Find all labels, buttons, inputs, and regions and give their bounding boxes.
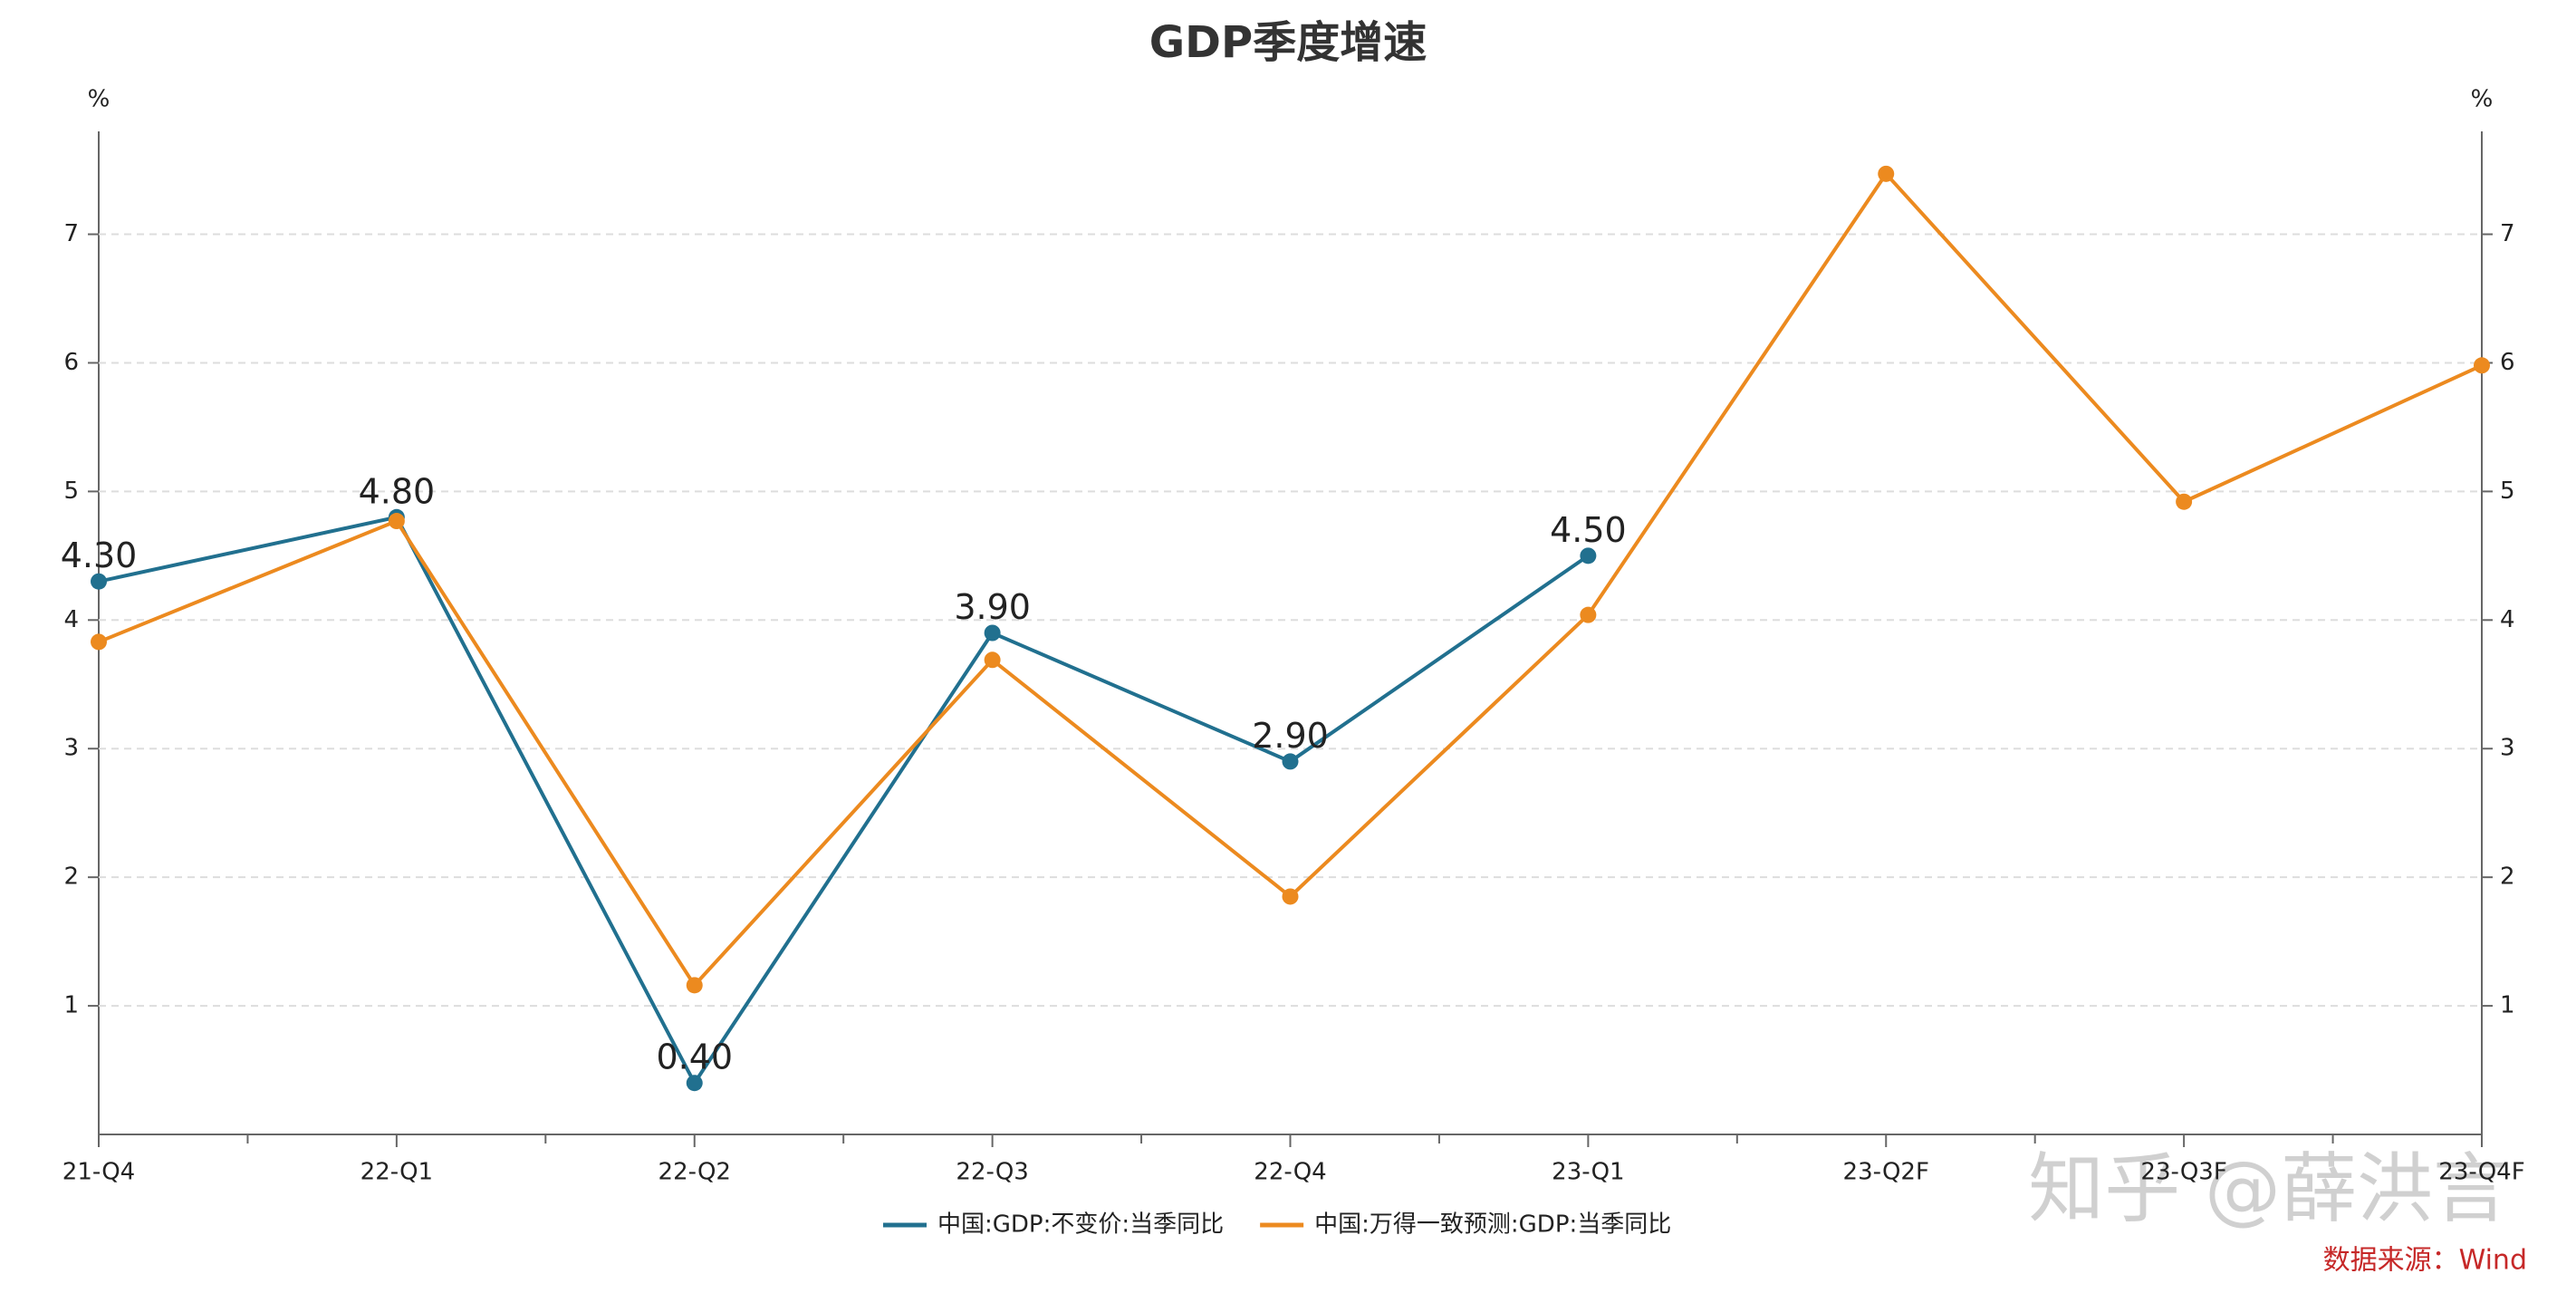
series-line (98, 515, 1590, 1087)
x-tick-label: 23-Q1 (1552, 1159, 1624, 1186)
source: 数据来源：Wind (2323, 1245, 2527, 1277)
x-tick-label: 22-Q1 (360, 1159, 433, 1186)
y2-tick-label: 1 (2500, 992, 2515, 1019)
data-label: 4.80 (359, 471, 436, 511)
legend-label: 中国:万得一致预测:GDP:当季同比 (1314, 1211, 1671, 1239)
data-point (1580, 547, 1597, 564)
data-label: 4.30 (61, 536, 138, 575)
data-point (2176, 493, 2193, 510)
y2-unit: % (2471, 86, 2494, 113)
data-point (686, 977, 703, 994)
data-point (1878, 165, 1895, 182)
y2-tick-label: 7 (2500, 220, 2515, 247)
y-unit: % (88, 86, 111, 113)
x-tick-label: 23-Q4F (2438, 1159, 2524, 1186)
series-line (98, 170, 2483, 989)
y2-tick-label: 2 (2500, 864, 2515, 891)
y-tick-label: 4 (63, 606, 79, 633)
y-tick-label: 1 (63, 992, 79, 1019)
x-tick-label: 22-Q4 (1254, 1159, 1326, 1186)
y-tick-label: 7 (63, 220, 79, 247)
data-point (1282, 888, 1299, 905)
y-tick-label: 5 (63, 478, 79, 505)
y2-tick-label: 3 (2500, 735, 2515, 762)
data-point (388, 513, 405, 530)
y-tick-label: 3 (63, 735, 79, 762)
y2-tick-label: 4 (2500, 606, 2515, 633)
data-label: 3.90 (954, 587, 1031, 627)
data-point (984, 624, 1001, 642)
x-tick-label: 23-Q2F (1843, 1159, 1929, 1186)
y2-tick-label: 6 (2500, 349, 2515, 376)
x-tick-label: 22-Q2 (658, 1159, 731, 1186)
data-label: 4.50 (1550, 510, 1627, 550)
data-point (984, 651, 1001, 669)
data-point (686, 1075, 703, 1092)
x-tick-label: 22-Q3 (956, 1159, 1028, 1186)
data-point (1580, 606, 1597, 623)
data-label: 0.40 (656, 1037, 733, 1077)
data-point (2474, 357, 2490, 374)
y-tick-label: 2 (63, 864, 79, 891)
data-label: 2.90 (1252, 716, 1329, 756)
data-point (1282, 753, 1299, 770)
chart-title: GDP季度增速 (1149, 17, 1427, 68)
x-tick-label: 21-Q4 (62, 1159, 135, 1186)
data-point (91, 573, 107, 590)
legend-label: 中国:GDP:不变价:当季同比 (937, 1211, 1224, 1239)
y2-tick-label: 5 (2500, 478, 2515, 505)
y-tick-label: 6 (63, 349, 79, 376)
data-point (91, 633, 107, 651)
x-tick-label: 23-Q3F (2140, 1159, 2226, 1186)
watermark: 知乎 @薛洪言 (2028, 1144, 2509, 1233)
